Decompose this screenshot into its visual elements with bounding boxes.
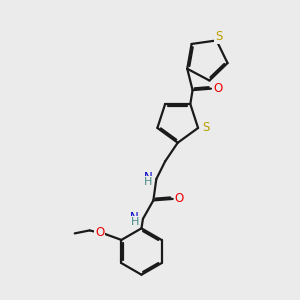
Text: S: S bbox=[215, 30, 223, 43]
Text: O: O bbox=[175, 192, 184, 206]
Text: O: O bbox=[213, 82, 222, 95]
Text: S: S bbox=[202, 121, 209, 134]
Text: H: H bbox=[144, 177, 152, 187]
Text: N: N bbox=[130, 211, 139, 224]
Text: H: H bbox=[130, 217, 139, 227]
Text: O: O bbox=[95, 226, 104, 239]
Text: N: N bbox=[144, 171, 152, 184]
